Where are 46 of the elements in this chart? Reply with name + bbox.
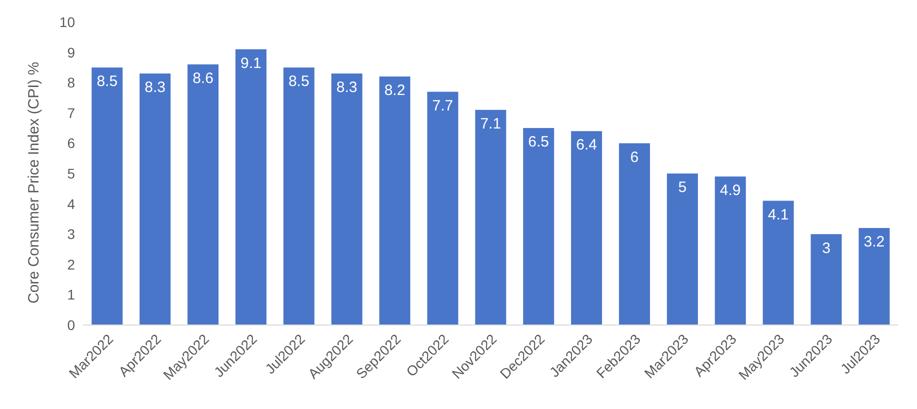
y-tick-label: 9 — [67, 44, 76, 60]
y-tick-label: 10 — [59, 14, 76, 30]
data-label: 8.5 — [96, 73, 118, 90]
bar — [618, 143, 650, 325]
y-tick-label: 2 — [67, 256, 76, 272]
data-label: 8.5 — [288, 73, 310, 90]
data-label: 9.1 — [240, 54, 262, 72]
data-label: 3 — [822, 240, 830, 257]
bar — [475, 110, 506, 325]
data-label: 5 — [678, 179, 687, 196]
bar — [283, 67, 314, 325]
y-tick-label: 8 — [67, 74, 76, 91]
data-label: 6 — [630, 148, 639, 166]
bar — [235, 49, 266, 325]
data-label: 8.3 — [144, 79, 166, 96]
y-tick-label: 7 — [67, 104, 76, 121]
y-tick-label: 0 — [67, 316, 76, 333]
data-label: 3.2 — [864, 234, 885, 251]
data-label: 6.4 — [576, 136, 597, 154]
y-tick-label: 5 — [67, 165, 76, 182]
data-label: 7.1 — [480, 116, 502, 133]
data-label: 8.3 — [336, 79, 358, 96]
y-tick-label: 1 — [67, 286, 76, 303]
bar — [92, 67, 123, 325]
bar — [523, 128, 554, 325]
bar — [140, 74, 171, 325]
data-label: 6.5 — [528, 134, 550, 151]
bar — [666, 174, 698, 325]
data-label: 8.2 — [384, 82, 406, 100]
data-label: 7.7 — [432, 97, 454, 114]
bar — [810, 234, 842, 325]
y-tick-label: 6 — [67, 135, 76, 152]
bar — [427, 92, 458, 325]
data-label: 4.1 — [768, 206, 789, 224]
y-axis-title: Core Consumer Price Index (CPI) % — [25, 62, 42, 304]
bar — [379, 76, 410, 325]
bar — [331, 74, 362, 325]
y-tick-label: 4 — [67, 196, 76, 212]
bar — [858, 228, 890, 325]
bar — [571, 131, 602, 325]
bar — [762, 200, 794, 325]
bar — [188, 64, 219, 325]
data-label: 4.9 — [720, 182, 741, 200]
bar — [714, 176, 746, 325]
y-tick-label: 3 — [67, 226, 76, 242]
data-label: 8.6 — [192, 70, 214, 88]
